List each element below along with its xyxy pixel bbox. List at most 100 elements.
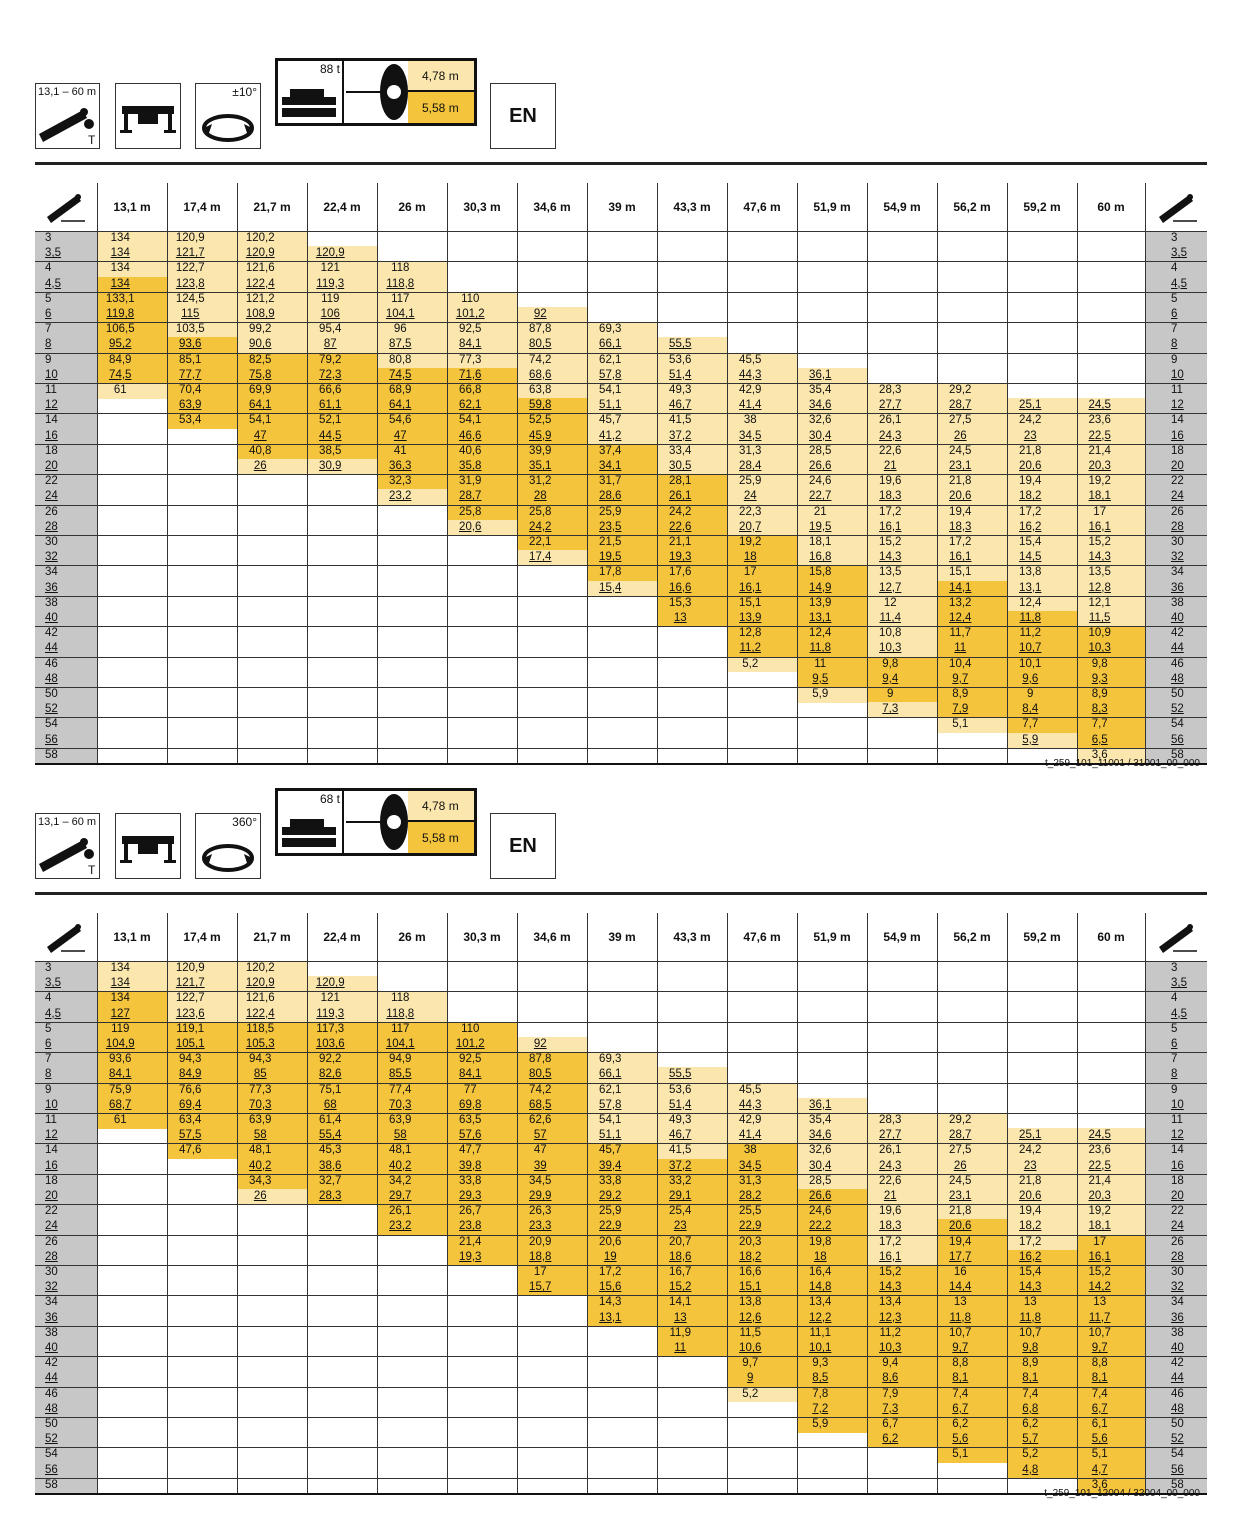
load-value: 11,1 [809, 1326, 832, 1339]
load-cell-fill [657, 474, 727, 490]
load-cell-fill [1077, 641, 1145, 658]
load-cell-fill [237, 1158, 307, 1175]
load-cell-fill [1007, 519, 1077, 536]
load-value: 15,1 [739, 596, 762, 609]
load-value: 6,1 [1091, 1418, 1108, 1430]
load-value: 45,7 [599, 414, 622, 427]
radius-column-left [35, 231, 97, 763]
load-value: 25,4 [669, 1205, 692, 1218]
load-cell-fill [1007, 641, 1077, 658]
counterweight-icon [282, 819, 336, 847]
load-value: 22,9 [739, 1220, 762, 1233]
load-value: 19 [603, 1250, 617, 1263]
load-cell-fill [377, 276, 447, 293]
grid-line [35, 535, 1207, 536]
load-cell-fill [97, 1082, 167, 1099]
load-value: 19,4 [1019, 1205, 1042, 1218]
load-value: 24,3 [879, 429, 902, 442]
load-cell-fill [937, 383, 1007, 399]
load-value: 134 [110, 277, 130, 290]
load-cell-fill [657, 1173, 727, 1190]
radius-label-left: 32 [45, 1281, 58, 1294]
load-cell-fill [1007, 580, 1077, 597]
radius-label-right: 6 [1171, 1038, 1178, 1050]
load-value: 127 [110, 1007, 130, 1020]
load-value: 11,4 [879, 612, 902, 624]
radius-label-left: 28 [45, 520, 58, 533]
load-cell-fill [937, 1386, 1007, 1403]
slewing-angle-label: 360° [232, 815, 257, 829]
load-cell-fill [1077, 656, 1145, 673]
radius-label-left: 54 [45, 1448, 58, 1461]
load-value: 120,9 [175, 232, 205, 244]
load-cell-fill [727, 413, 797, 430]
load-cell-fill [867, 1204, 937, 1220]
load-value: 41,4 [739, 399, 762, 412]
load-cell-fill [797, 1219, 867, 1236]
load-value: 18,2 [739, 1250, 762, 1263]
load-cell-fill [97, 261, 167, 278]
load-value: 11,2 [739, 642, 762, 655]
load-value: 17 [1093, 1235, 1107, 1248]
radius-label-right: 26 [1171, 1235, 1184, 1248]
load-value: 21,5 [599, 536, 622, 548]
load-value: 101,2 [455, 308, 485, 320]
boom-length-header: 51,9 m [813, 200, 851, 214]
load-cell-fill [377, 1052, 447, 1068]
load-value: 74,5 [389, 368, 412, 381]
load-value: 31,9 [459, 475, 482, 488]
load-cell-fill [307, 1021, 377, 1038]
load-cell-fill [307, 383, 377, 399]
load-value: 9,7 [952, 1342, 969, 1354]
load-cell-fill [1077, 1280, 1145, 1296]
load-cell-fill [167, 383, 237, 399]
load-cell-fill [1077, 1462, 1145, 1479]
load-value: 17,6 [669, 566, 692, 579]
load-cell-fill [517, 535, 587, 551]
load-cell-fill [447, 443, 517, 460]
load-value: 6,7 [882, 1418, 899, 1430]
load-cell-fill [1007, 1371, 1077, 1388]
load-value: 30,4 [809, 1159, 832, 1172]
radius-label-left: 50 [45, 688, 58, 700]
load-value: 25,9 [599, 1205, 622, 1218]
load-cell-fill [727, 383, 797, 399]
load-cell-fill [1077, 671, 1145, 688]
load-cell-fill [867, 656, 937, 673]
load-cell-fill [377, 337, 447, 354]
load-cell-fill [727, 1143, 797, 1160]
header-divider [35, 162, 1207, 165]
boom-length-header: 59,2 m [1023, 200, 1061, 214]
radius-label-left: 38 [45, 1326, 58, 1339]
load-cell-fill [1007, 595, 1077, 612]
load-value: 84,9 [179, 1068, 202, 1081]
load-cell-fill [937, 398, 1007, 414]
load-cell-fill [797, 641, 867, 658]
radius-label-left: 24 [45, 490, 58, 503]
load-value: 49,3 [669, 384, 692, 396]
load-cell-fill [97, 1113, 167, 1129]
load-cell-fill [97, 1006, 167, 1023]
load-cell-fill [797, 1189, 867, 1205]
load-value: 79,2 [319, 353, 342, 366]
load-cell-fill [167, 367, 237, 384]
boom-length-header: 26 m [398, 930, 426, 944]
radius-label-left: 46 [45, 1387, 58, 1400]
load-value: 61,1 [319, 399, 342, 412]
grid-line [35, 231, 1207, 232]
radius-label-left: 14 [45, 1144, 58, 1157]
load-cell-fill [937, 1341, 1007, 1357]
load-cell-fill [587, 352, 657, 369]
load-value: 16,2 [1019, 1250, 1042, 1263]
load-value: 33,8 [459, 1174, 482, 1187]
load-value: 47 [253, 429, 267, 442]
load-value: 21 [813, 505, 827, 518]
load-cell-fill [657, 337, 727, 354]
load-value: 119 [321, 292, 340, 305]
boom-length-header: 59,2 m [1023, 930, 1061, 944]
load-value: 5,9 [812, 1418, 829, 1430]
radius-label-right: 5 [1171, 1022, 1178, 1035]
load-value: 16,8 [809, 551, 832, 564]
load-cell-fill [797, 474, 867, 490]
radius-label-left: 26 [45, 1235, 58, 1248]
